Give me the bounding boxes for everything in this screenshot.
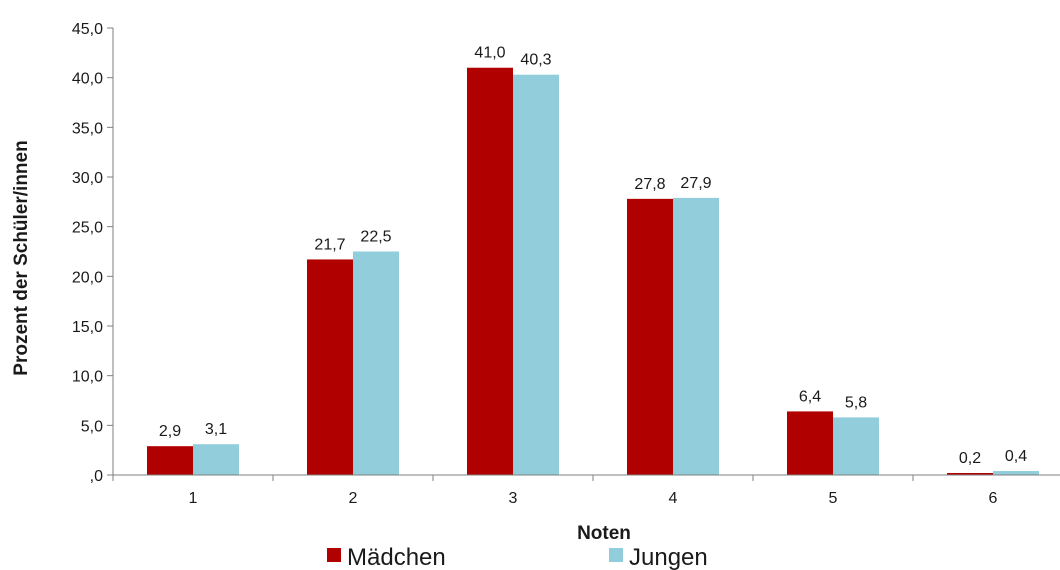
x-tick-label: 1 — [189, 490, 198, 507]
data-label: 27,9 — [680, 175, 711, 192]
bar-jungen-3 — [513, 74, 559, 475]
legend: Mädchen Jungen — [327, 544, 708, 570]
y-tick-label: 5,0 — [81, 418, 103, 435]
y-tick-label: ,0 — [90, 468, 103, 485]
data-label: 27,8 — [634, 176, 665, 193]
bar-m-dchen-3 — [467, 67, 513, 475]
y-axis: ,0 5,0 10,0 15,0 20,0 25,0 30,0 35,0 40,0 45,0 — [72, 21, 114, 485]
y-tick-label: 20,0 — [72, 269, 103, 286]
x-tick-label: 4 — [669, 490, 678, 507]
x-axis-title: Noten — [577, 523, 631, 544]
bar-jungen-2 — [353, 251, 399, 475]
y-tick-label: 30,0 — [72, 170, 103, 187]
bar-m-dchen-5 — [787, 411, 833, 475]
bar-jungen-5 — [833, 417, 879, 475]
bar-m-dchen-4 — [627, 198, 673, 475]
x-tick-label: 3 — [509, 490, 518, 507]
legend-label: Mädchen — [347, 544, 446, 570]
bars-group — [147, 67, 1039, 476]
data-label: 41,0 — [474, 45, 505, 62]
data-label: 21,7 — [314, 236, 345, 253]
x-tick-label: 5 — [829, 490, 838, 507]
y-tick-label: 15,0 — [72, 319, 103, 336]
bar-m-dchen-1 — [147, 446, 193, 475]
bar-jungen-1 — [193, 444, 239, 475]
data-label: 40,3 — [520, 52, 551, 69]
x-tick-label: 6 — [989, 490, 998, 507]
data-label: 0,4 — [1005, 448, 1027, 465]
data-label: 3,1 — [205, 421, 227, 438]
legend-label: Jungen — [629, 544, 708, 570]
y-tick-label: 10,0 — [72, 369, 103, 386]
data-label: 0,2 — [959, 450, 981, 467]
y-tick-label: 40,0 — [72, 71, 103, 88]
data-label: 6,4 — [799, 388, 821, 405]
data-label: 5,8 — [845, 394, 867, 411]
bar-m-dchen-6 — [947, 473, 993, 475]
data-label: 2,9 — [159, 423, 181, 440]
data-labels-group: 2,9 21,7 41,0 27,8 6,4 0,2 3,1 22,5 40,3 27,9 5,8 0… — [159, 45, 1027, 467]
x-tick-label: 2 — [349, 490, 358, 507]
y-axis-title: Prozent der Schüler/innen — [11, 140, 32, 375]
bar-jungen-4 — [673, 197, 719, 476]
legend-swatch — [327, 548, 341, 562]
bar-m-dchen-2 — [307, 259, 353, 475]
data-label: 22,5 — [360, 229, 391, 246]
legend-swatch — [609, 548, 623, 562]
y-tick-label: 25,0 — [72, 220, 103, 237]
y-tick-label: 35,0 — [72, 120, 103, 137]
x-axis: 1 2 3 4 5 6 — [112, 474, 1060, 507]
y-tick-label: 45,0 — [72, 21, 103, 38]
bar-jungen-6 — [993, 471, 1039, 475]
